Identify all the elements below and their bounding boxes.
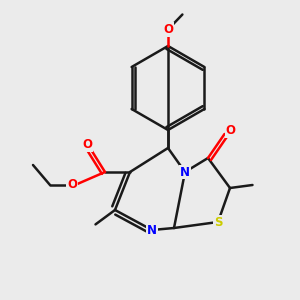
Text: N: N [180,166,190,178]
Text: O: O [226,124,236,137]
Text: N: N [147,224,157,236]
Text: O: O [163,23,173,36]
Text: O: O [82,139,92,152]
Text: O: O [67,178,77,191]
Text: S: S [214,215,222,229]
